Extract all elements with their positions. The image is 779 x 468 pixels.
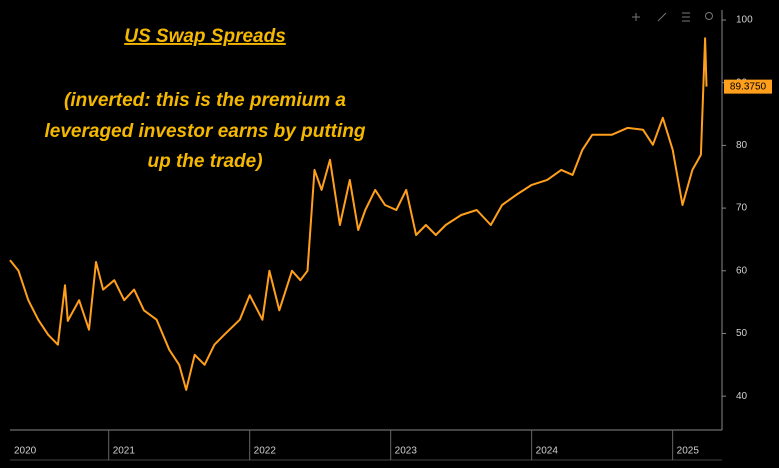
- annotation: up the trade): [147, 151, 262, 172]
- y-tick-label: 50: [736, 328, 748, 339]
- annotation: (inverted: this is the premium a: [64, 90, 346, 111]
- last-value-label: 89.3750: [730, 81, 767, 92]
- y-tick-label: 80: [736, 140, 748, 151]
- x-tick-label: 2021: [113, 446, 136, 457]
- x-tick-label: 2024: [536, 446, 559, 457]
- toolbar-icon[interactable]: [657, 12, 667, 22]
- x-tick-label: 2020: [14, 446, 37, 457]
- x-tick-label: 2025: [677, 446, 700, 457]
- toolbar-icon[interactable]: [682, 12, 690, 22]
- y-tick-label: 60: [736, 265, 748, 276]
- toolbar: [632, 12, 713, 22]
- line-series: [9, 37, 708, 391]
- y-tick-label: 40: [736, 391, 748, 402]
- last-value-box: [724, 79, 772, 94]
- y-tick-label: 70: [736, 203, 748, 214]
- x-tick-label: 2023: [395, 446, 418, 457]
- toolbar-icon[interactable]: [632, 13, 640, 21]
- x-tick-label: 2022: [254, 446, 277, 457]
- y-tick-label: 100: [736, 15, 753, 26]
- toolbar-icon[interactable]: [705, 12, 713, 20]
- chart-title: US Swap Spreads: [124, 26, 286, 47]
- annotation: leveraged investor earns by putting: [45, 121, 366, 142]
